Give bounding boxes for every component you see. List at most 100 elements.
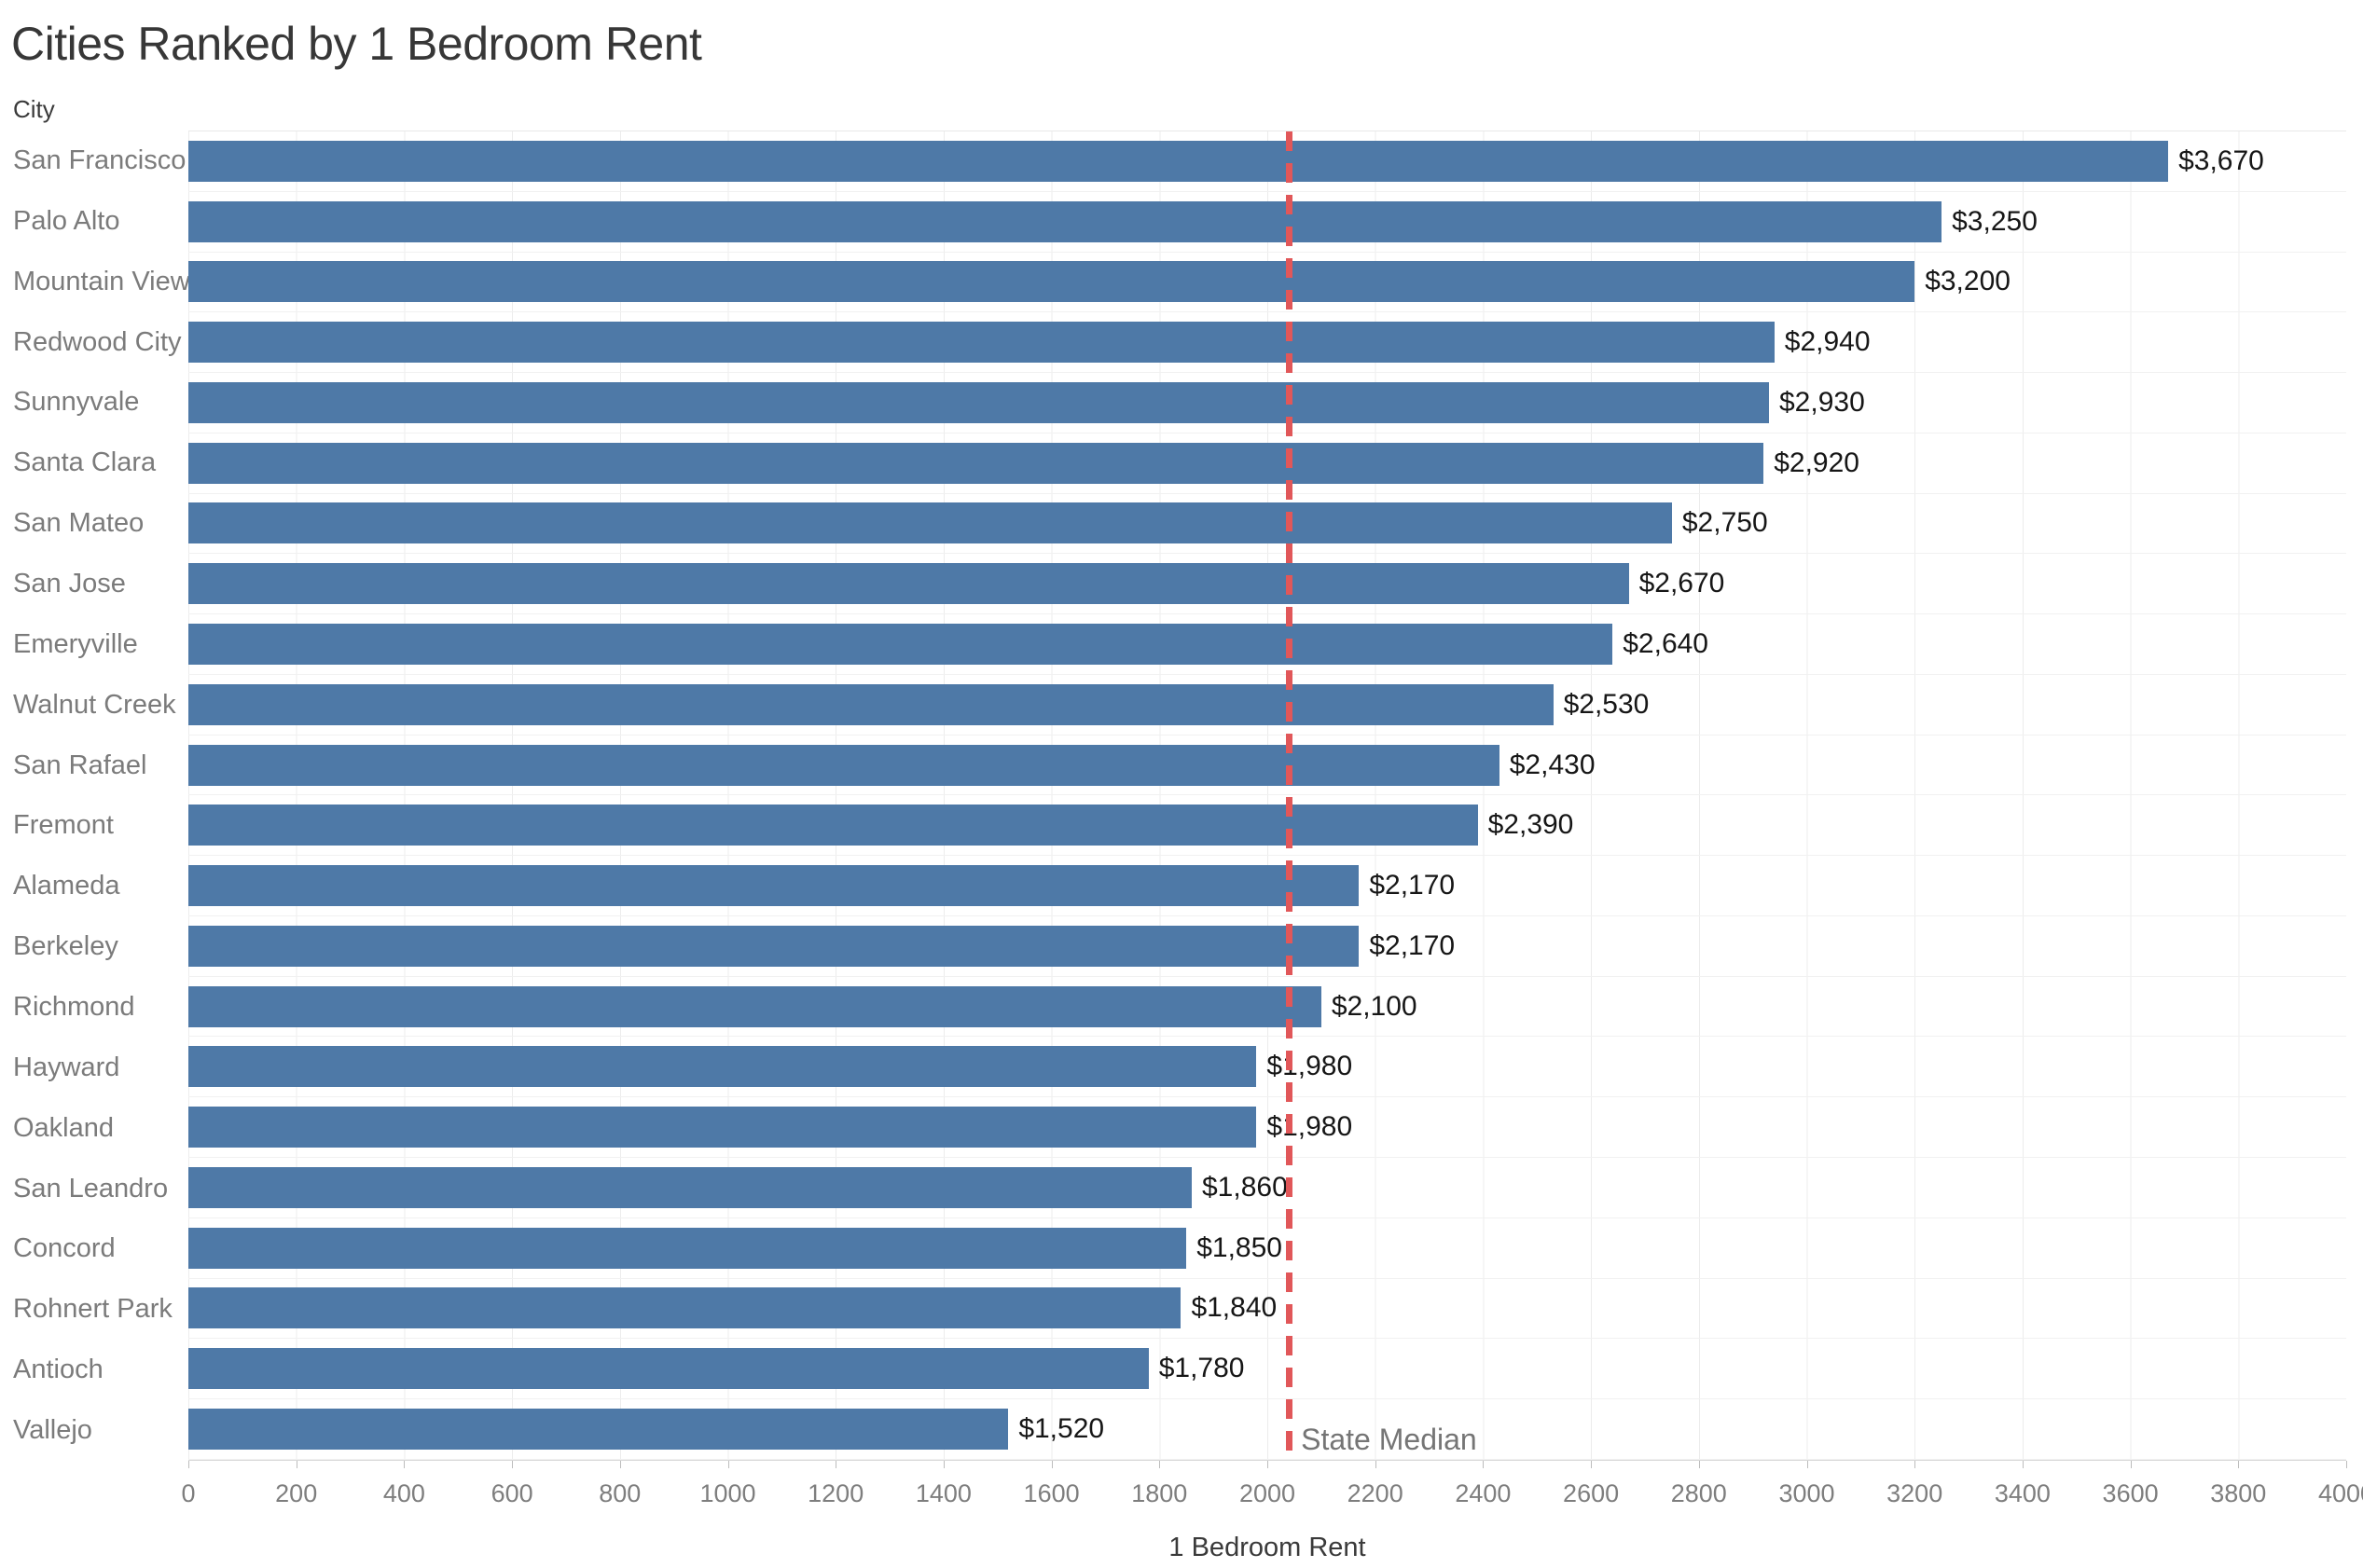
plot-area: $3,670 $3,250 $3,200 $2,940 $2,930 $2,920 $2,7… <box>188 131 2346 1461</box>
bar-value-label: $2,670 <box>1638 568 1725 599</box>
x-tick-label: 0 <box>181 1479 196 1507</box>
x-tick-mark <box>619 1461 621 1468</box>
x-tick-label: 1600 <box>1023 1479 1080 1507</box>
bar-value-label: $2,170 <box>1369 929 1456 961</box>
table-row: $2,100 <box>188 977 2346 1038</box>
bar-emeryville[interactable] <box>188 624 1613 665</box>
row-label-san-francisco[interactable]: San Francisco <box>13 144 187 175</box>
row-label-richmond[interactable]: Richmond <box>13 991 135 1022</box>
row-label-san-rafael[interactable]: San Rafael <box>13 750 147 780</box>
x-tick-mark <box>2022 1461 2024 1468</box>
bar-santa-clara[interactable] <box>188 442 1764 484</box>
table-row: $1,980 <box>188 1097 2346 1159</box>
bar-fremont[interactable] <box>188 805 1478 846</box>
bar-value-label: $2,930 <box>1779 386 1865 418</box>
x-tick-label: 200 <box>275 1479 318 1507</box>
table-row: $2,940 <box>188 312 2346 374</box>
row-label-san-leandro[interactable]: San Leandro <box>13 1173 169 1204</box>
bar-antioch[interactable] <box>188 1348 1149 1390</box>
x-tick-mark <box>1806 1461 1808 1468</box>
table-row: $1,980 <box>188 1037 2346 1098</box>
table-row: $3,250 <box>188 192 2346 253</box>
row-label-mountain-view[interactable]: Mountain View <box>13 266 190 296</box>
row-label-walnut-creek[interactable]: Walnut Creek <box>13 689 176 720</box>
table-row: $2,530 <box>188 675 2346 736</box>
bar-oakland[interactable] <box>188 1107 1257 1148</box>
row-label-santa-clara[interactable]: Santa Clara <box>13 447 157 478</box>
table-row: $1,840 <box>188 1279 2346 1340</box>
column-header-city: City <box>13 95 55 123</box>
bar-value-label: $1,980 <box>1266 1051 1353 1082</box>
bar-walnut-creek[interactable] <box>188 683 1554 725</box>
table-row: $2,390 <box>188 795 2346 857</box>
x-axis: 0 200 400 600 800 1000 1200 1400 1600 1800 2000 220… <box>181 1461 2363 1526</box>
bar-value-label: $3,670 <box>2178 144 2264 176</box>
bar-san-mateo[interactable] <box>188 502 1672 544</box>
x-tick-label: 1800 <box>1131 1479 1188 1507</box>
bar-vallejo[interactable] <box>188 1408 1009 1450</box>
bar-value-label: $1,980 <box>1266 1111 1353 1143</box>
bar-san-leandro[interactable] <box>188 1166 1192 1208</box>
row-label-rohnert-park[interactable]: Rohnert Park <box>13 1294 173 1325</box>
table-row: $1,850 <box>188 1218 2346 1279</box>
x-tick-label: 4000 <box>2317 1479 2363 1507</box>
bar-palo-alto[interactable] <box>188 200 1942 242</box>
x-tick-label: 600 <box>491 1479 533 1507</box>
bar-value-label: $2,530 <box>1563 688 1650 720</box>
x-tick-label: 2600 <box>1563 1479 1620 1507</box>
bar-sunnyvale[interactable] <box>188 381 1769 423</box>
bar-value-label: $1,840 <box>1191 1292 1278 1324</box>
bar-value-label: $2,390 <box>1487 809 1574 841</box>
x-tick-mark <box>2130 1461 2132 1468</box>
x-tick-mark <box>1591 1461 1593 1468</box>
row-label-oakland[interactable]: Oakland <box>13 1112 115 1143</box>
x-tick-label: 3600 <box>2102 1479 2159 1507</box>
table-row: $2,930 <box>188 373 2346 433</box>
bar-value-label: $1,860 <box>1202 1171 1288 1203</box>
state-median-label: State Median <box>1301 1423 1477 1456</box>
table-row: $2,750 <box>188 494 2346 555</box>
bar-value-label: $1,850 <box>1196 1231 1282 1263</box>
bar-rohnert-park[interactable] <box>188 1287 1182 1329</box>
bar-san-francisco[interactable] <box>188 140 2169 182</box>
row-label-alameda[interactable]: Alameda <box>13 871 120 901</box>
row-label-fremont[interactable]: Fremont <box>13 810 114 841</box>
row-label-concord[interactable]: Concord <box>13 1233 116 1264</box>
bar-value-label: $2,940 <box>1784 326 1871 358</box>
bar-berkeley[interactable] <box>188 925 1360 967</box>
x-tick-mark <box>1375 1461 1376 1468</box>
bar-value-label: $3,250 <box>1952 205 2038 237</box>
row-label-emeryville[interactable]: Emeryville <box>13 628 138 659</box>
table-row: $3,670 <box>188 131 2346 192</box>
bar-value-label: $2,750 <box>1681 507 1768 539</box>
row-label-hayward[interactable]: Hayward <box>13 1052 120 1082</box>
row-label-san-mateo[interactable]: San Mateo <box>13 508 145 539</box>
x-tick-label: 2400 <box>1455 1479 1512 1507</box>
row-label-sunnyvale[interactable]: Sunnyvale <box>13 387 140 418</box>
row-label-antioch[interactable]: Antioch <box>13 1355 104 1385</box>
row-label-palo-alto[interactable]: Palo Alto <box>13 205 120 236</box>
table-row: $2,670 <box>188 554 2346 615</box>
bar-san-rafael[interactable] <box>188 744 1499 786</box>
x-tick-mark <box>1051 1461 1053 1468</box>
row-label-redwood-city[interactable]: Redwood City <box>13 326 182 357</box>
row-label-san-jose[interactable]: San Jose <box>13 568 126 598</box>
row-label-berkeley[interactable]: Berkeley <box>13 931 118 962</box>
bar-hayward[interactable] <box>188 1046 1257 1088</box>
bar-richmond[interactable] <box>188 985 1321 1027</box>
x-tick-mark <box>727 1461 729 1468</box>
bar-concord[interactable] <box>188 1227 1187 1269</box>
bar-san-jose[interactable] <box>188 563 1629 605</box>
bar-value-label: $1,780 <box>1158 1353 1245 1384</box>
bar-mountain-view[interactable] <box>188 261 1915 303</box>
row-label-vallejo[interactable]: Vallejo <box>13 1414 92 1445</box>
bar-value-label: $2,430 <box>1509 749 1596 780</box>
bar-redwood-city[interactable] <box>188 322 1775 364</box>
bar-value-label: $2,640 <box>1623 628 1708 659</box>
bar-value-label: $2,920 <box>1774 447 1859 478</box>
bar-alameda[interactable] <box>188 865 1360 907</box>
x-tick-label: 1200 <box>808 1479 864 1507</box>
x-tick-mark <box>1914 1461 1916 1468</box>
bar-value-label: $1,520 <box>1018 1412 1105 1444</box>
bar-value-label: $2,100 <box>1331 990 1417 1022</box>
